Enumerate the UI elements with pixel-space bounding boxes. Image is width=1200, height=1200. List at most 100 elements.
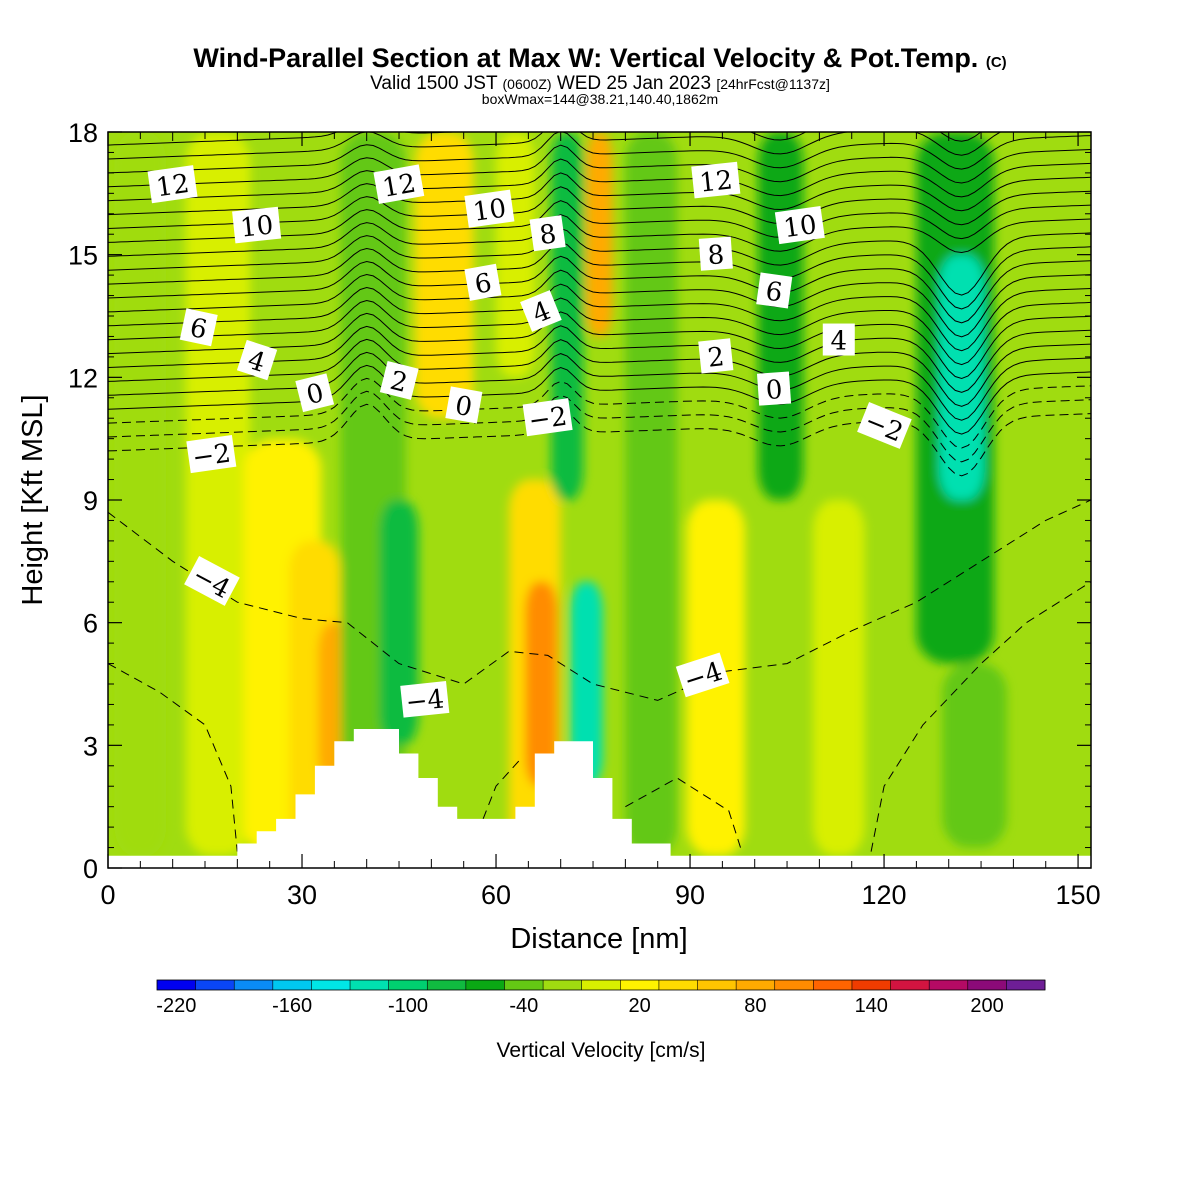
contour-label-box	[232, 206, 282, 244]
contour-label: 0	[756, 371, 792, 406]
contour-label-text: 6	[187, 313, 209, 346]
isentrope-dashed	[482, 757, 523, 820]
y-tick-label: 12	[68, 363, 98, 393]
contour-label-box	[522, 398, 573, 437]
colorbar-frame	[156, 979, 1046, 991]
contour-label-box	[756, 371, 792, 406]
copyright-mark: (C)	[985, 54, 1007, 71]
velocity-column	[586, 132, 613, 337]
contour-label: 6	[464, 263, 502, 301]
contour-label-box	[400, 681, 450, 718]
colorbar-swatch	[427, 980, 467, 990]
contour-label-text: 10	[782, 210, 819, 244]
x-axis-title: Distance [nm]	[510, 923, 687, 955]
contour-label-box	[373, 164, 425, 204]
contour-label: −2	[522, 398, 573, 437]
contour-label-box	[529, 215, 566, 252]
contour-label-text: −2	[191, 438, 233, 473]
contour-label-box	[236, 339, 278, 381]
terrain	[108, 729, 1091, 868]
velocity-column	[812, 500, 865, 856]
colorbar-tick-label: 140	[855, 995, 888, 1017]
colorbar-tick-label: -220	[156, 995, 196, 1017]
velocity-columns	[114, 132, 1007, 868]
isentrope-line	[108, 297, 1091, 366]
colorbar-tick-label: 200	[970, 995, 1003, 1017]
contour-label-box	[756, 272, 793, 309]
isentrope-line	[108, 351, 1091, 421]
colorbar-swatch	[736, 980, 776, 990]
contour-label: 10	[232, 206, 282, 244]
contour-label: 0	[295, 373, 335, 413]
contour-label-box	[147, 165, 198, 204]
colorbar-tick-label: 20	[628, 995, 650, 1017]
contour-label-box	[179, 308, 218, 347]
contour-label: −2	[186, 434, 237, 474]
contour-label: −4	[675, 652, 730, 698]
contour-label-text: 2	[387, 366, 410, 399]
contour-label-box	[186, 434, 237, 474]
contour-label-box	[691, 161, 741, 199]
contour-label: 4	[822, 323, 855, 357]
contour-label-box	[675, 652, 730, 698]
colorbar-swatch	[774, 980, 814, 990]
contour-label: 0	[445, 386, 483, 424]
isentrope-line	[108, 390, 1091, 463]
chart-title: Wind-Parallel Section at Max W: Vertical…	[193, 43, 1007, 73]
colorbar: -220 -160 -100 -40 20 80 140 200	[156, 979, 1046, 1017]
y-tick-label: 15	[68, 241, 98, 271]
contour-label: 2	[698, 338, 734, 374]
colorbar-swatch	[195, 980, 235, 990]
y-tick-label: 9	[83, 486, 98, 516]
isentrope-dashed	[108, 499, 1091, 701]
velocity-column	[625, 132, 678, 856]
isentrope-line	[108, 311, 1091, 380]
colorbar-title: Vertical Velocity [cm/s]	[497, 1039, 706, 1062]
contour-label: 2	[379, 361, 419, 400]
colorbar-swatch	[272, 980, 312, 990]
contour-label-box	[857, 402, 912, 449]
isentrope-line	[108, 283, 1091, 352]
y-tick-label: 18	[68, 118, 98, 148]
velocity-column	[415, 132, 474, 419]
contour-label: 8	[529, 215, 566, 252]
x-tick-label: 30	[287, 880, 317, 910]
y-tick-label: 6	[83, 609, 98, 639]
isentrope-line	[108, 241, 1091, 310]
isentrope-line	[108, 255, 1091, 324]
contour-label: −4	[400, 681, 450, 718]
contour-label-text: −4	[404, 684, 445, 718]
x-tick-label: 120	[862, 880, 907, 910]
colorbar-swatch	[465, 980, 505, 990]
colorbar-swatch	[658, 980, 699, 990]
colorbar-tick-label: -160	[272, 995, 312, 1017]
isentrope-line	[108, 90, 1091, 132]
velocity-column	[757, 132, 804, 500]
contour-label: 6	[179, 308, 218, 347]
contour-label-text: 10	[239, 210, 275, 243]
contour-label: 10	[774, 206, 825, 244]
isentrope-line	[108, 132, 982, 146]
x-tick-label: 150	[1056, 880, 1101, 910]
contour-label-box	[184, 555, 240, 606]
contour-label-box	[698, 338, 734, 374]
contour-label-text: 8	[538, 219, 559, 251]
colorbar-swatch	[311, 980, 351, 990]
contour-label-text: 0	[453, 391, 475, 423]
contour-label-text: 6	[473, 268, 495, 300]
isentrope-line	[108, 214, 1091, 257]
contour-label-text: 12	[380, 168, 418, 203]
isentrope-line	[108, 132, 1091, 174]
contour-label: 6	[756, 272, 793, 309]
isentrope-dashed	[870, 581, 1091, 852]
contour-label-text: 10	[471, 194, 508, 228]
isentrope-dashed	[625, 777, 743, 852]
contour-label-text: 8	[707, 240, 726, 271]
contour-label-text: 2	[706, 342, 726, 374]
contour-label-box	[520, 290, 562, 332]
contour-label-box	[445, 386, 483, 424]
contour-label-box	[464, 189, 515, 228]
